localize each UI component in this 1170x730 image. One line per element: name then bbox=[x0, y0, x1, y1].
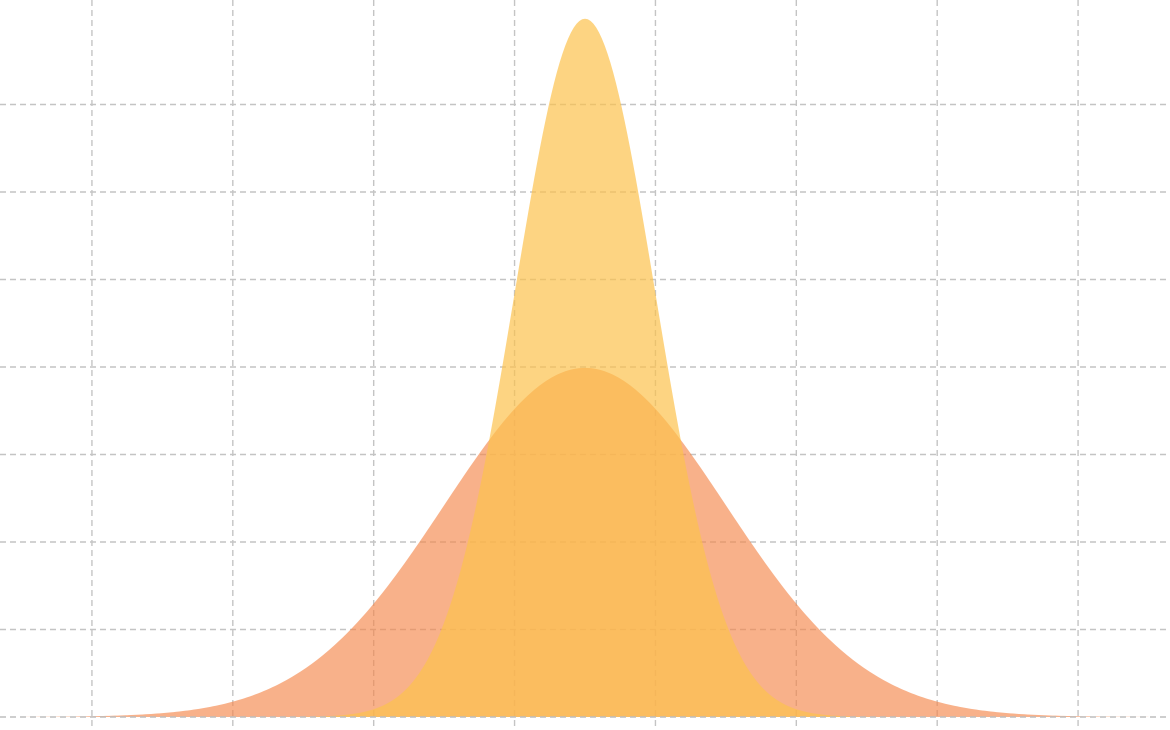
series-areas bbox=[21, 18, 1149, 717]
density-area-series-1 bbox=[21, 18, 1149, 717]
